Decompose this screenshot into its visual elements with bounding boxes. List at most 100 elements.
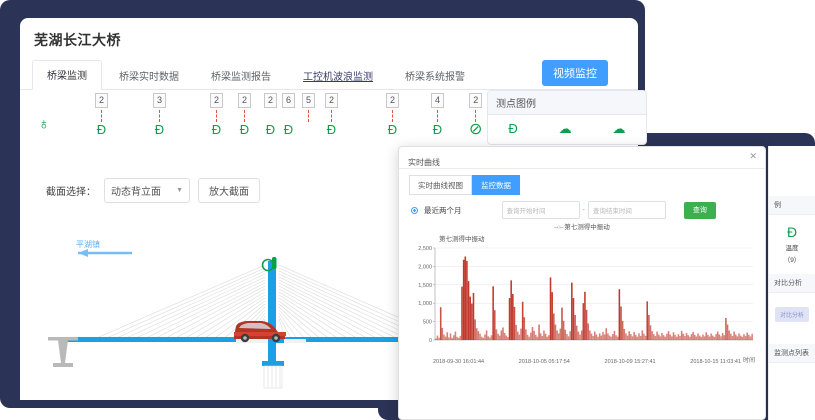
sensor-badge: 2 [210,93,223,108]
sensor-badge: 3 [153,93,166,108]
sensor-badge: 4 [431,93,444,108]
strain-sensor-icon[interactable]: Ɖ [211,122,222,137]
side-panel-header-points: 监测点列表 [769,344,815,363]
sensor-leader-line [101,110,102,122]
xtick-3: 2018-10-15 11:03:41 [690,359,741,365]
strain-sensor-icon[interactable]: Ɖ [239,122,250,137]
river-direction-label: 平湖镇 [76,240,100,249]
svg-text:2,000: 2,000 [418,264,432,270]
svg-text:1,000: 1,000 [418,301,432,307]
tab-2[interactable]: 桥梁监测报告 [211,72,271,83]
section-selector-row: 截面选择： 动态背立面 ▼ 放大截面 [46,178,260,203]
strain-sensor-icon[interactable]: Ɖ [154,122,165,137]
section-select-value: 动态背立面 [111,187,161,198]
close-icon[interactable]: ✕ [749,151,757,161]
disabled-sensor-icon[interactable]: ⊘ [469,121,483,138]
sensor-badge: 2 [264,93,277,108]
gauge-sensor-icon: ☁ [612,121,626,136]
bridge-pylon [268,261,276,365]
sensor-leader-line [159,110,160,122]
radio-icon[interactable] [411,206,418,214]
chart-xaxis-labels: 2018-09-30 16:01:44 2018-10-05 05:17:54 20… [405,357,759,365]
xtick-2: 2018-10-09 15:27:41 [604,359,656,365]
side-panel-header-legend: 例 [769,196,815,215]
date-separator: - [582,206,585,214]
legend-label: 第七测得中振动 [564,224,610,231]
temperature-sensor-icon: Ɖ [786,224,798,240]
sensor-item-0[interactable]: ♁ [38,90,50,133]
sensor-strip: ♁ 2 Ɖ 3 Ɖ 2 Ɖ 2 Ɖ 2 Ɖ 6 Ɖ 5 2 Ɖ 2 Ɖ 4 Ɖ 2 ⊘ [20,90,638,146]
legend-icons: Ɖ ☁ ☁ [488,115,646,137]
main-tab-bar: 桥梁监测 桥梁实时数据 桥梁监测报告 工控机波浪监测 桥梁系统报警 视频监控 [20,58,638,90]
query-button[interactable]: 查询 [683,201,716,219]
end-date-input[interactable]: 查询结束时间 [587,201,666,219]
gauge-sensor-icon[interactable]: ♁ [38,116,50,133]
video-monitor-button[interactable]: 视频监控 [542,60,608,86]
sensor-item-7[interactable]: 5 [302,90,315,123]
measurement-point-legend-card: 测点图例 Ɖ ☁ ☁ [487,90,647,145]
sensor-leader-line [244,110,245,122]
side-panel-sensor[interactable]: Ɖ 温度 （9） [769,215,815,274]
strain-sensor-icon[interactable]: Ɖ [326,122,337,137]
cable-sensor-icon[interactable]: Ɖ [283,122,294,137]
side-panel-header-compare: 对比分析 [769,274,815,293]
svg-text:1,500: 1,500 [418,283,432,289]
zoom-section-button[interactable]: 放大截面 [198,178,260,203]
cable-sensor-icon[interactable]: Ɖ [265,122,276,137]
strain-sensor-icon[interactable]: Ɖ [432,122,443,137]
date-range-picker: 查询开始时间 - 查询结束时间 [501,201,666,219]
tab-0[interactable]: 桥梁监测 [32,60,102,90]
modal-tab-bar: 实时曲线视图 监控数据 [399,169,765,195]
sensor-badge: 2 [95,93,108,108]
chart-plot[interactable]: 0 500 1,000 1,500 2,000 2,500 [405,244,761,352]
sensor-badge: 6 [282,93,295,108]
sensor-leader-line [331,110,332,122]
recent-two-months-label: 最近两个月 [424,205,462,215]
strain-sensor-icon[interactable]: Ɖ [96,122,107,137]
legend-marker-icon: –○– [554,224,563,231]
side-panel-spacer [769,146,815,196]
start-date-input[interactable]: 查询开始时间 [501,201,580,219]
bridge-deck [62,337,638,342]
modal-side-panel: 例 Ɖ 温度 （9） 对比分析 对比分析 监测点列表 [768,146,815,420]
bridge-elevation-diagram: 平湖镇 [40,223,638,400]
pylon-sensor-icon [261,257,277,272]
strain-sensor-icon: Ɖ [508,121,518,136]
tab-3[interactable]: 工控机波浪监测 [303,72,373,83]
tab-4[interactable]: 桥梁系统报警 [405,72,465,83]
strain-sensor-icon[interactable]: Ɖ [387,122,398,137]
svg-text:2,500: 2,500 [418,246,432,252]
tab-1[interactable]: 桥梁实时数据 [119,72,179,83]
chart-xaxis-title: 时间 [742,358,755,364]
flow-arrow-icon [78,249,132,257]
chart-legend[interactable]: –○– 第七测得中振动 [399,221,765,231]
xtick-0: 2018-09-30 16:01:44 [433,359,485,365]
sensor-item-11[interactable]: 2 ⊘ [469,90,483,138]
sensor-name: 温度 [785,245,799,252]
modal-tab-0[interactable]: 实时曲线视图 [409,175,472,195]
sensor-leader-line [392,110,393,122]
page-title: 芜湖长江大桥 [34,32,121,48]
sensor-leader-line [437,110,438,122]
sensor-badge: 2 [325,93,338,108]
modal-title: 实时曲线 [408,158,440,167]
sensor-badge: 2 [238,93,251,108]
section-select-dropdown[interactable]: 动态背立面 ▼ [104,178,190,203]
gauge-sensor-icon: ☁ [558,121,572,136]
svg-text:0: 0 [429,338,432,344]
bridge-abutment [48,337,78,367]
sensor-badge: 5 [302,93,315,108]
modal-tab-1[interactable]: 监控数据 [472,175,520,195]
sensor-leader-line [475,110,477,122]
compare-analysis-button[interactable]: 对比分析 [775,307,809,322]
